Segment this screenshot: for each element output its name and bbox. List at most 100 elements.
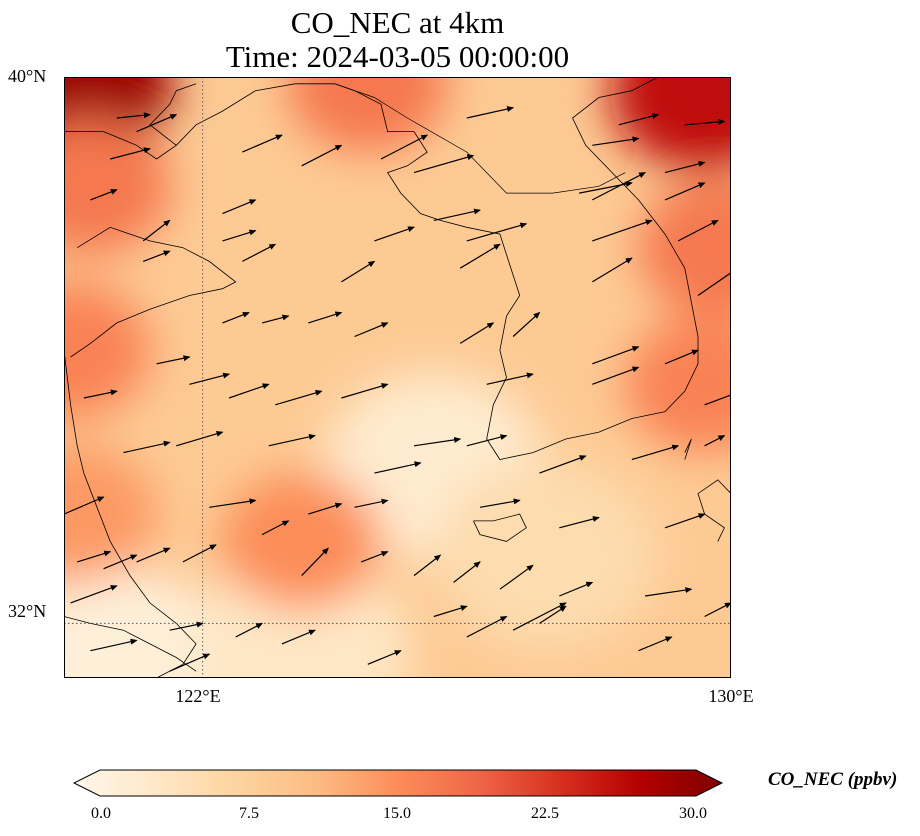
- wind-arrow: [301, 144, 343, 167]
- wind-arrow: [156, 355, 191, 365]
- wind-arrow: [664, 513, 706, 529]
- wind-arrow: [90, 189, 118, 201]
- colorbar-tick-4: 30.0: [679, 805, 707, 822]
- wind-arrow: [374, 461, 422, 474]
- wind-arrow: [169, 653, 211, 672]
- wind-arrow: [341, 383, 389, 399]
- coastline: [473, 513, 527, 542]
- wind-arrow: [308, 502, 343, 515]
- coastlines: [64, 77, 731, 678]
- wind-arrow: [222, 199, 257, 215]
- wind-arrow: [631, 444, 680, 461]
- field-high-region: [609, 77, 731, 172]
- lat-label-40n: 40°N: [8, 66, 47, 86]
- wind-arrow: [360, 551, 389, 563]
- wind-arrow: [618, 113, 660, 126]
- wind-arrow: [281, 629, 316, 645]
- field-high-region: [287, 77, 448, 152]
- wind-arrow: [453, 561, 481, 583]
- colorbar: [72, 769, 724, 797]
- map-plot[interactable]: [64, 77, 731, 678]
- colorbar-tick-3: 22.5: [531, 805, 559, 822]
- lon-label-122e: 122°E: [175, 686, 221, 706]
- wind-arrow: [83, 389, 118, 399]
- wind-arrow: [704, 435, 726, 447]
- wind-arrow: [116, 112, 151, 119]
- coastline: [64, 616, 197, 672]
- field-high-region: [64, 282, 151, 419]
- wind-arrow: [592, 172, 646, 201]
- wind-arrow: [413, 154, 475, 174]
- wind-arrow: [459, 322, 495, 344]
- wind-arrow: [367, 650, 402, 665]
- wind-arrow: [268, 433, 316, 447]
- wind-arrow: [341, 260, 376, 283]
- field-high-region: [624, 316, 731, 453]
- coastline: [697, 479, 731, 542]
- wind-arrow: [90, 638, 138, 652]
- wind-arrow: [182, 544, 217, 563]
- wind-arrow: [539, 455, 587, 474]
- wind-arrow: [638, 636, 673, 652]
- wind-arrow: [380, 134, 429, 160]
- wind-arrow: [275, 390, 323, 406]
- country-border: [334, 83, 626, 194]
- wind-arrow: [70, 585, 118, 604]
- map-time-subtitle: Time: 2024-03-05 00:00:00: [225, 39, 570, 74]
- wind-arrow: [261, 314, 290, 324]
- wind-arrow: [592, 136, 640, 146]
- wind-arrow: [466, 106, 515, 119]
- wind-arrow: [592, 366, 640, 385]
- coastline: [64, 83, 335, 160]
- wind-arrow: [664, 182, 706, 201]
- wind-arrow: [591, 257, 633, 283]
- wind-arrow: [512, 602, 567, 631]
- wind-arrow: [354, 498, 389, 508]
- wind-arrow: [123, 440, 171, 454]
- wind-arrow: [433, 208, 481, 221]
- wind-arrow: [466, 615, 508, 638]
- wind-arrow: [110, 147, 151, 160]
- wind-arrow: [136, 547, 171, 563]
- wind-arrow: [486, 372, 534, 385]
- wind-arrow: [664, 160, 706, 174]
- colorbar-tick-2: 15.0: [383, 805, 411, 822]
- wind-arrow: [235, 622, 263, 638]
- wind-arrow: [592, 346, 640, 365]
- wind-arrow: [645, 587, 693, 597]
- wind-arrow: [466, 434, 508, 447]
- wind-arrow: [142, 250, 171, 262]
- colorbar-label: CO_NEC (ppbv): [768, 769, 898, 790]
- concentration-field: [64, 77, 731, 678]
- map-border: [64, 77, 731, 678]
- gridlines: [64, 77, 731, 678]
- field-high-region: [637, 179, 731, 316]
- field-low-region: [436, 461, 657, 649]
- coastline: [70, 226, 237, 358]
- wind-arrow: [466, 222, 528, 242]
- wind-arrow: [261, 520, 290, 536]
- wind-arrow: [308, 311, 343, 324]
- wind-arrow: [592, 219, 653, 242]
- wind-arrow: [664, 349, 699, 365]
- wind-arrow: [169, 621, 204, 631]
- wind-arrow: [142, 219, 171, 242]
- wind-arrow: [222, 311, 250, 324]
- wind-arrow: [77, 550, 112, 563]
- wind-arrow: [539, 605, 567, 624]
- wind-arrow: [704, 602, 731, 618]
- wind-arrow: [433, 605, 468, 618]
- colorbar-body: [72, 769, 724, 797]
- wind-arrow: [209, 498, 257, 508]
- wind-arrow: [64, 496, 105, 515]
- lat-label-32n: 32°N: [8, 601, 47, 621]
- wind-arrow: [512, 311, 541, 337]
- wind-arrow: [374, 226, 415, 242]
- wind-arrow: [704, 394, 731, 406]
- coastline: [149, 83, 197, 146]
- wind-arrow: [479, 498, 521, 508]
- lon-label-130e: 130°E: [708, 686, 754, 706]
- coastline: [684, 438, 692, 460]
- wind-arrow: [459, 243, 501, 269]
- wind-arrow: [222, 229, 257, 242]
